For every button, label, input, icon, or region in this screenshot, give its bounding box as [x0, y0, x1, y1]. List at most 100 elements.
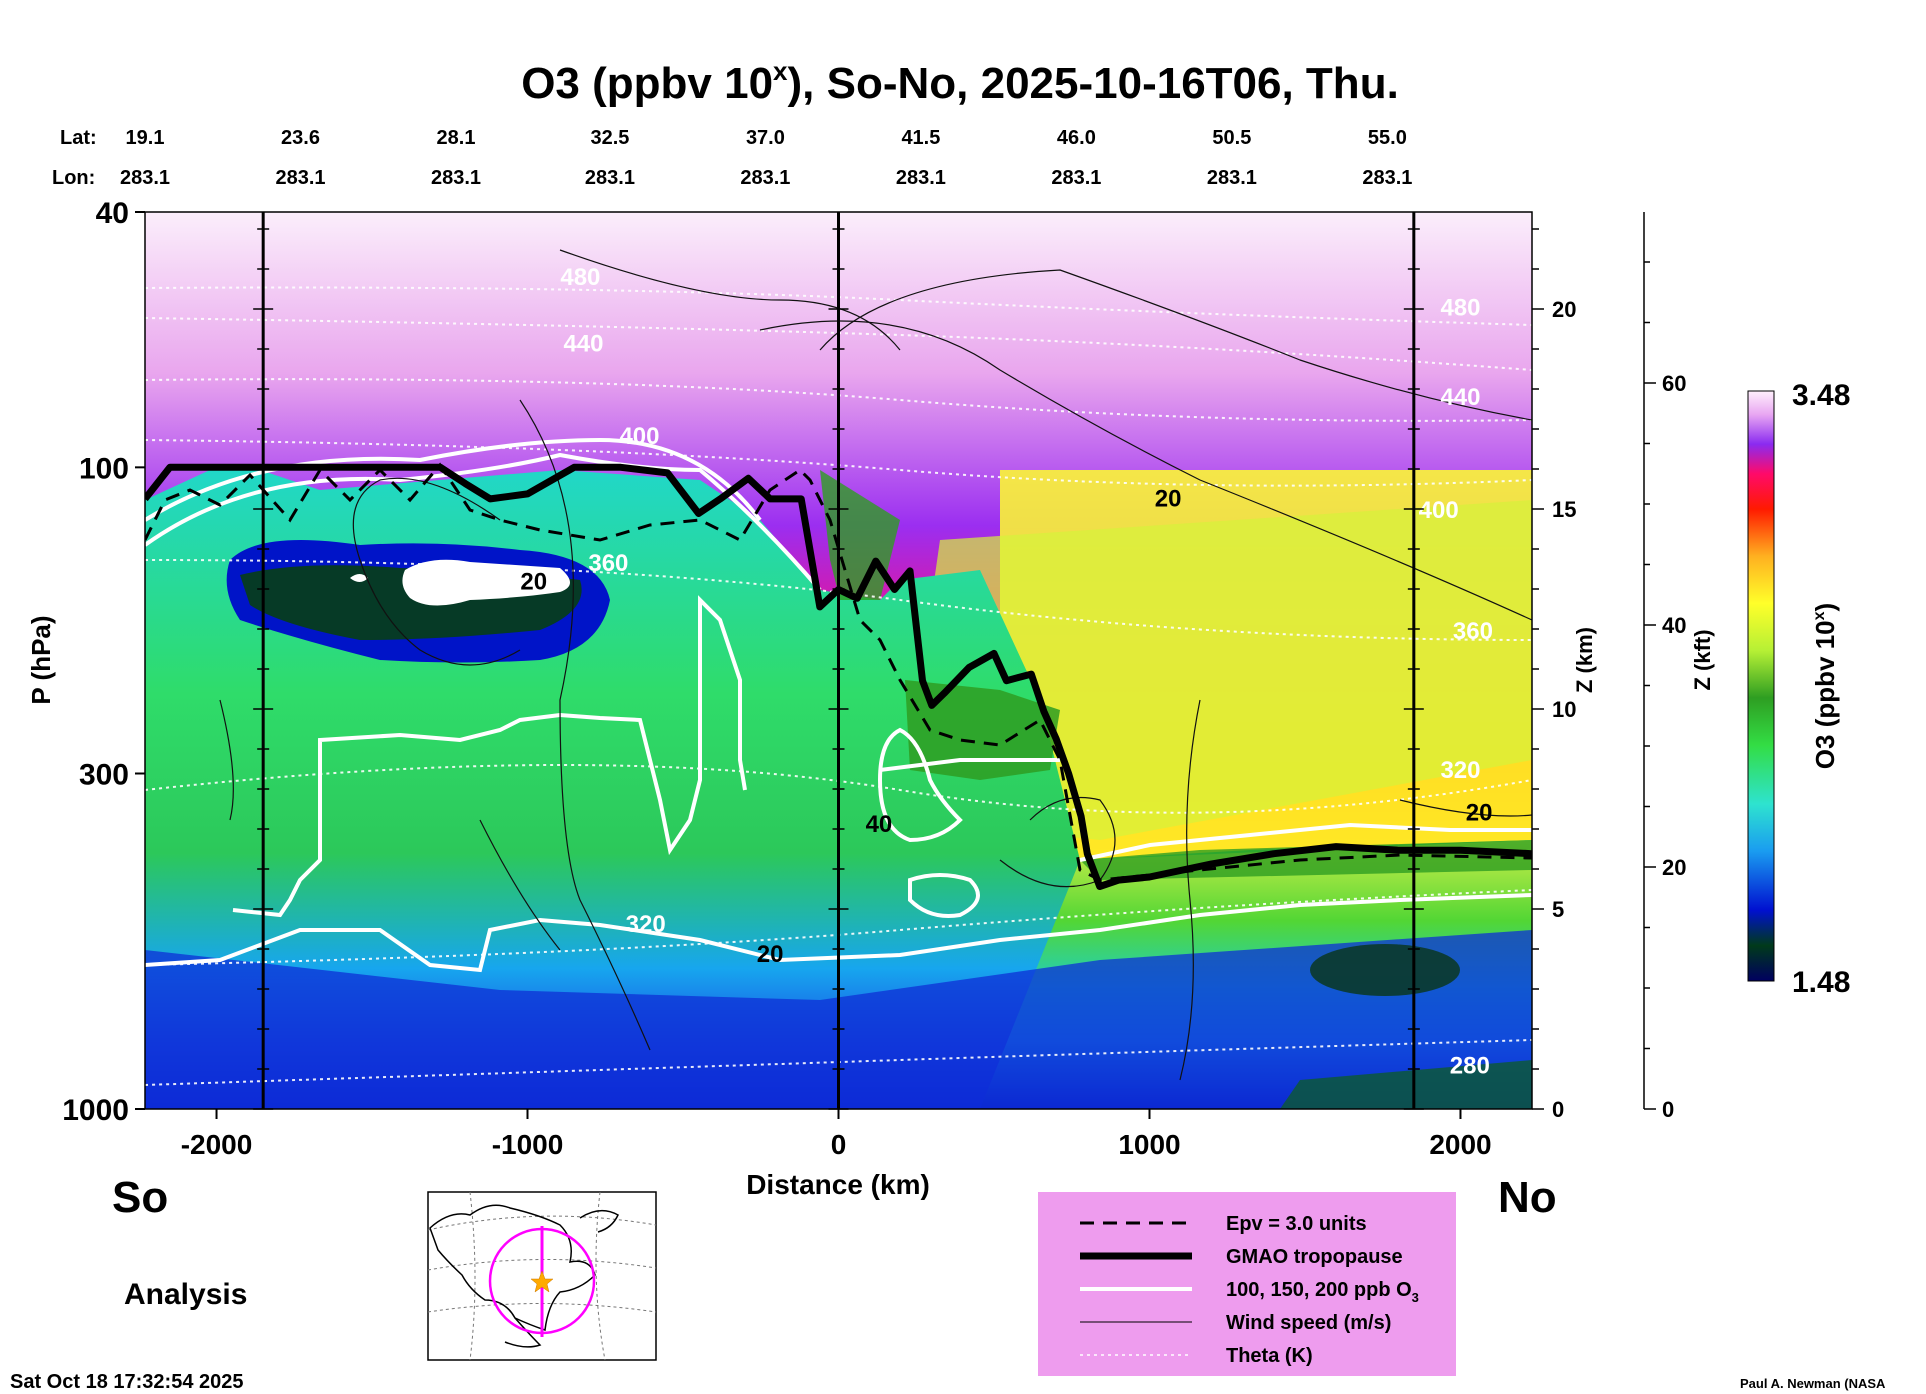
- theta-label: 360: [1453, 618, 1493, 645]
- lat-value: 28.1: [437, 127, 476, 149]
- min-ozone-white-dot: [350, 574, 368, 582]
- legend-o3-label: 100, 150, 200 ppb O3: [1226, 1279, 1419, 1305]
- wind-label: 20: [757, 941, 784, 968]
- theta-contour: [145, 286, 1532, 326]
- colorbar-title: O3 (ppbv 10x): [1810, 603, 1840, 769]
- timestamp: Sat Oct 18 17:32:54 2025: [10, 1371, 244, 1393]
- lat-value: 37.0: [746, 127, 785, 149]
- z-kft-axis-label: Z (kft): [1690, 629, 1715, 690]
- fold-green-region-b: [905, 680, 1060, 780]
- x-tick-label: 2000: [1429, 1129, 1491, 1160]
- x-axis: -2000 -1000 0 1000 2000: [181, 1109, 1492, 1160]
- chart-title: O3 (ppbv 10x), So-No, 2025-10-16T06, Thu…: [521, 56, 1399, 108]
- theta-label: 400: [1419, 497, 1459, 524]
- y-axis-label: P (hPa): [26, 615, 56, 704]
- z-km-tick-label: 20: [1552, 297, 1576, 322]
- y-tick-label: 300: [79, 758, 129, 791]
- inset-graticule-line: [469, 1191, 476, 1361]
- colorbar-max-label: 3.48: [1792, 379, 1850, 412]
- lon-value: 283.1: [120, 167, 170, 189]
- y-tick-label: 100: [79, 452, 129, 485]
- lat-row-label: Lat:: [60, 127, 97, 149]
- theta-contours: [145, 286, 1532, 1086]
- wind-contour: [1399, 799, 1532, 817]
- north-label: No: [1498, 1173, 1557, 1222]
- theta-labels: 480 480 440 440 400 400 360 360 320 320 280: [560, 264, 1493, 1079]
- inset-graticule-line: [427, 1259, 657, 1271]
- north-surface-low: [1280, 1060, 1532, 1109]
- theta-contour: [145, 889, 1532, 966]
- wind-contour: [1179, 699, 1201, 1081]
- lon-value: 283.1: [1051, 167, 1101, 189]
- legend-tropopause-label: GMAO tropopause: [1226, 1246, 1403, 1268]
- ozone-contour: [879, 758, 1060, 772]
- inset-star-icon: [530, 1270, 554, 1293]
- wind-labels: 20 20 40 20 20: [520, 485, 1492, 968]
- theta-label: 480: [560, 264, 600, 291]
- theta-label: 440: [563, 331, 603, 358]
- lon-value: 283.1: [1362, 167, 1412, 189]
- wind-contour: [759, 320, 1532, 621]
- z-km-axis: 0 5 10 15 20: [1532, 228, 1576, 1122]
- theta-label: 360: [588, 550, 628, 577]
- x-tick-label: 1000: [1118, 1129, 1180, 1160]
- theta-contour: [145, 378, 1532, 422]
- north-low-ozone-patch: [1310, 944, 1460, 996]
- lat-value: 41.5: [901, 127, 940, 149]
- ozone-contour: [1079, 822, 1532, 862]
- inset-graticule-line: [427, 1303, 657, 1313]
- colorbar-min-label: 1.48: [1792, 966, 1850, 999]
- theta-contour: [145, 439, 1532, 487]
- lat-value: 32.5: [590, 127, 629, 149]
- ozone-contour: [145, 893, 1532, 973]
- wind-contour: [559, 249, 901, 351]
- south-label: So: [112, 1173, 168, 1222]
- z-km-tick-label: 5: [1552, 897, 1564, 922]
- wind-contour: [519, 399, 651, 1051]
- z-kft-tick-label: 60: [1662, 371, 1686, 396]
- wind-label: 20: [1466, 799, 1493, 826]
- legend-epv-label: Epv = 3.0 units: [1226, 1213, 1367, 1235]
- location-inset-map: [427, 1191, 657, 1361]
- wind-contour: [352, 477, 521, 666]
- inset-coastline-south: [504, 1317, 542, 1348]
- legend-wind-label: Wind speed (m/s): [1226, 1312, 1391, 1334]
- inset-graticule-line: [595, 1191, 606, 1361]
- x-axis-label: Distance (km): [746, 1169, 930, 1200]
- lat-lon-header: 19.1 283.1 23.6 283.1 28.1 283.1 32.5 283.1 37.0…: [120, 127, 1412, 189]
- z-km-tick-label: 15: [1552, 497, 1576, 522]
- lat-value: 23.6: [281, 127, 320, 149]
- min-ozone-white-core: [402, 559, 570, 606]
- theta-contour: [145, 559, 1532, 641]
- lon-value: 283.1: [431, 167, 481, 189]
- inset-coastline: [429, 1204, 596, 1332]
- wind-label: 20: [1155, 485, 1182, 512]
- z-kft-tick-label: 0: [1662, 1097, 1674, 1122]
- credit: Paul A. Newman (NASA: [1740, 1376, 1886, 1391]
- y-tick-label: 40: [96, 197, 129, 230]
- z-kft-tick-label: 20: [1662, 855, 1686, 880]
- epv-contours: [145, 462, 1532, 882]
- colorbar: [1747, 390, 1775, 982]
- theta-contour: [145, 1039, 1532, 1086]
- legend-theta-label: Theta (K): [1226, 1345, 1313, 1367]
- analysis-label: Analysis: [124, 1278, 247, 1311]
- epv-contour: [145, 462, 1532, 882]
- gmao-tropopause-line: [145, 463, 1532, 890]
- z-km-axis-label: Z (km): [1572, 627, 1597, 693]
- ozone-contour: [877, 727, 963, 843]
- legend: Epv = 3.0 units GMAO tropopause 100, 150…: [1038, 1192, 1456, 1376]
- lat-value: 19.1: [126, 127, 165, 149]
- lat-value: 50.5: [1212, 127, 1251, 149]
- x-tick-label: -2000: [181, 1129, 253, 1160]
- theta-contour: [145, 764, 1532, 814]
- theta-label: 440: [1440, 384, 1480, 411]
- z-km-tick-label: 10: [1552, 697, 1576, 722]
- x-tick-label: 0: [831, 1129, 847, 1160]
- lon-value: 283.1: [585, 167, 635, 189]
- z-kft-tick-label: 40: [1662, 613, 1686, 638]
- lon-value: 283.1: [275, 167, 325, 189]
- inset-coastline-north: [579, 1209, 619, 1233]
- theta-label: 280: [1450, 1052, 1490, 1079]
